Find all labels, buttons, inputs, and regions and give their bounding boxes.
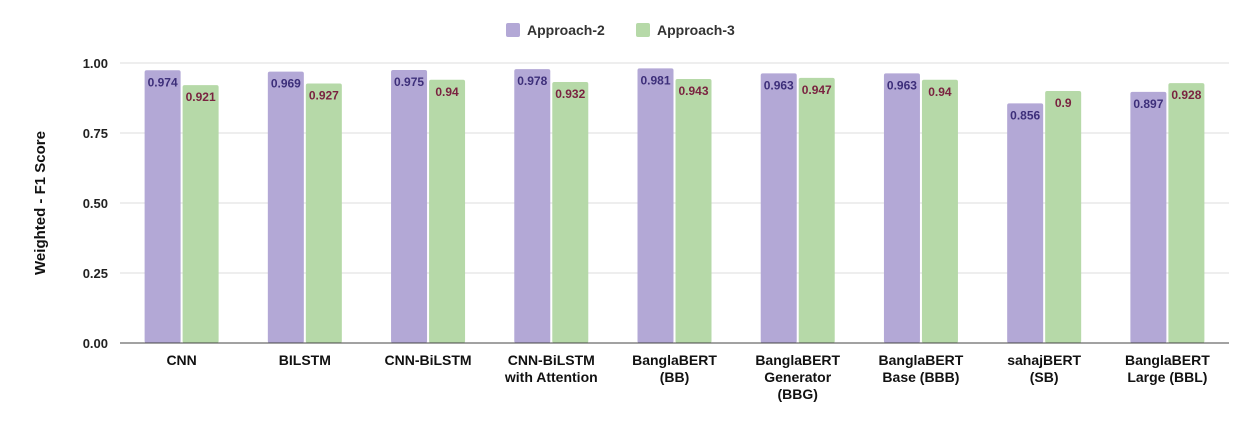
bar-approach-2 (144, 70, 181, 343)
y-tick-label: 1.00 (83, 56, 108, 71)
data-label: 0.928 (1171, 88, 1201, 102)
bar-approach-3 (675, 78, 712, 344)
bar-approach-3 (1168, 83, 1205, 343)
data-label: 0.856 (1010, 108, 1040, 122)
x-tick-label: Base (BBB) (882, 369, 959, 385)
y-axis-title: Weighted - F1 Score (32, 131, 49, 275)
data-label: 0.9 (1055, 96, 1072, 110)
bar-approach-2 (760, 73, 797, 344)
bar-approach-2 (1007, 103, 1044, 343)
bar-approach-2 (637, 68, 674, 343)
data-labels: 0.974 0.921 0.969 0.927 0.975 0.94 0.978 0.932 0… (148, 73, 1202, 122)
x-tick-label: (BBG) (778, 386, 818, 402)
x-tick-label: with Attention (504, 369, 598, 385)
data-label: 0.943 (678, 84, 708, 98)
data-label: 0.975 (394, 75, 424, 89)
y-tick-label: 0.00 (83, 336, 108, 351)
bar-approach-3 (1045, 91, 1082, 343)
data-label: 0.947 (802, 83, 832, 97)
x-tick-label: Large (BBL) (1127, 369, 1207, 385)
data-label: 0.974 (148, 75, 178, 89)
x-tick-label: CNN (166, 352, 196, 368)
legend-swatch-approach-3 (636, 23, 650, 37)
data-label: 0.981 (640, 73, 670, 87)
bars (144, 68, 1205, 344)
bar-approach-2 (391, 70, 428, 343)
bar-approach-3 (552, 82, 589, 343)
legend-label-approach-3: Approach-3 (657, 22, 735, 38)
data-label: 0.978 (517, 74, 547, 88)
y-tick-label: 0.25 (83, 266, 108, 281)
x-tick-label: BanglaBERT (879, 352, 964, 368)
legend: Approach-2 Approach-3 (506, 22, 735, 38)
bar-approach-3 (182, 85, 219, 344)
data-label: 0.94 (928, 85, 952, 99)
bar-approach-3 (921, 79, 958, 344)
data-label: 0.969 (271, 77, 301, 91)
bar-approach-2 (267, 71, 304, 344)
x-tick-label: CNN-BiLSTM (508, 352, 595, 368)
legend-label-approach-2: Approach-2 (527, 22, 605, 38)
x-tick-label: BanglaBERT (755, 352, 840, 368)
bar-approach-2 (514, 69, 551, 343)
x-tick-label: (SB) (1030, 369, 1059, 385)
y-tick-label: 0.75 (83, 126, 108, 141)
data-label: 0.94 (435, 85, 459, 99)
gridlines (120, 62, 1229, 274)
data-label: 0.897 (1133, 97, 1163, 111)
bar-approach-2 (883, 73, 920, 344)
legend-swatch-approach-2 (506, 23, 520, 37)
x-tick-label: sahajBERT (1007, 352, 1081, 368)
data-label: 0.963 (764, 78, 794, 92)
bar-approach-3 (429, 79, 466, 344)
bar-approach-3 (305, 83, 342, 343)
x-tick-label: CNN-BiLSTM (385, 352, 472, 368)
y-tick-label: 0.50 (83, 196, 108, 211)
data-label: 0.921 (186, 90, 216, 104)
bar-approach-3 (798, 77, 835, 343)
data-label: 0.932 (555, 87, 585, 101)
y-axis-ticks: 0.00 0.25 0.50 0.75 1.00 (83, 56, 108, 351)
x-tick-label: BanglaBERT (1125, 352, 1210, 368)
data-label: 0.927 (309, 88, 339, 102)
x-tick-label: BanglaBERT (632, 352, 717, 368)
bar-approach-2 (1130, 91, 1167, 343)
x-tick-label: (BB) (660, 369, 690, 385)
data-label: 0.963 (887, 78, 917, 92)
x-tick-label: BILSTM (279, 352, 331, 368)
x-tick-label: Generator (764, 369, 831, 385)
